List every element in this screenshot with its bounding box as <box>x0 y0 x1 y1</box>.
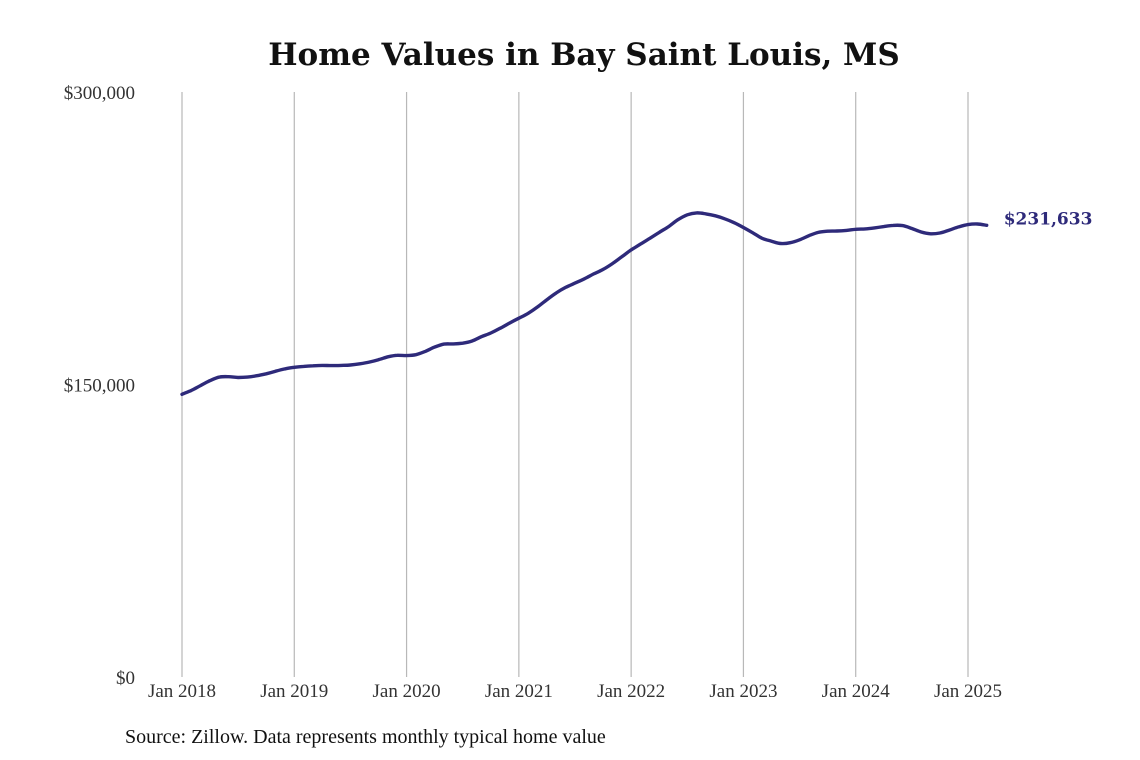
grid-layer <box>181 92 969 677</box>
x-tick-label: Jan 2023 <box>709 681 777 702</box>
x-tick-label: Jan 2019 <box>260 681 328 702</box>
x-tick-label: Jan 2018 <box>148 681 216 702</box>
x-tick-label: Jan 2022 <box>597 681 665 702</box>
x-axis: Jan 2018 Jan 2019 Jan 2020 Jan 2021 Jan 2022… <box>148 681 1002 702</box>
end-value-label: $231,633 <box>1004 209 1093 229</box>
x-tick-label: Jan 2020 <box>373 681 441 702</box>
x-tick-label: Jan 2021 <box>485 681 553 702</box>
series-line <box>180 211 989 396</box>
series-layer: $231,633 <box>180 209 1093 396</box>
x-tick-label: Jan 2025 <box>934 681 1002 702</box>
chart-title: Home Values in Bay Saint Louis, MS <box>268 37 900 73</box>
x-tick-label: Jan 2024 <box>822 681 891 702</box>
source-note: Source: Zillow. Data represents monthly … <box>125 726 606 748</box>
y-tick-label: $150,000 <box>64 376 135 397</box>
y-tick-label: $0 <box>116 668 135 689</box>
y-axis: $300,000 $150,000 $0 <box>64 83 135 689</box>
y-tick-label: $300,000 <box>64 83 135 104</box>
